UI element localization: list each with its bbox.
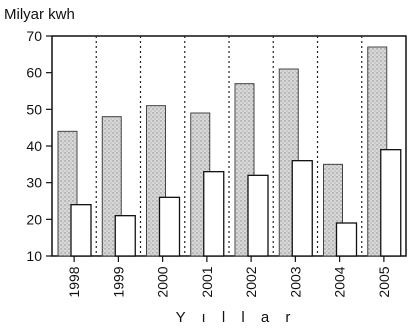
x-tick-label: 1999: [110, 266, 126, 297]
x-tick-label: 1998: [66, 266, 82, 297]
x-axis-label: Y ı l l a r: [176, 309, 297, 326]
x-tick-label: 2001: [199, 266, 215, 297]
bar-series-2-1999: [114, 215, 136, 257]
x-tick-label: 2005: [376, 266, 392, 297]
y-tick-label: 50: [26, 101, 42, 117]
bar-series-2-2000: [158, 196, 181, 257]
y-tick-label: 40: [26, 138, 42, 154]
y-tick-label: 70: [26, 28, 42, 44]
plot-area: 10 20 30 40 50 60 70 1998 1999 2000 2001 2002 2003 20…: [26, 28, 407, 298]
bar-series-2-2002: [247, 174, 269, 257]
x-tick-label: 2004: [332, 266, 348, 297]
bar-series-2-1998: [70, 204, 92, 257]
y-tick-label: 20: [26, 211, 42, 227]
bar-series-2-2003: [291, 160, 313, 257]
y-tick-label: 10: [26, 248, 42, 264]
x-tick-label: 2002: [243, 266, 259, 297]
y-tick-label: 60: [26, 65, 42, 81]
bar-series-2-2001: [203, 171, 225, 257]
chart-title: Milyar kwh: [4, 6, 75, 23]
y-tick-label: 30: [26, 175, 42, 191]
x-tick-label: 2003: [287, 266, 303, 297]
bar-series-2-2005: [380, 149, 402, 257]
x-tick-label: 2000: [155, 266, 171, 297]
bar-series-2-2004: [335, 222, 358, 257]
